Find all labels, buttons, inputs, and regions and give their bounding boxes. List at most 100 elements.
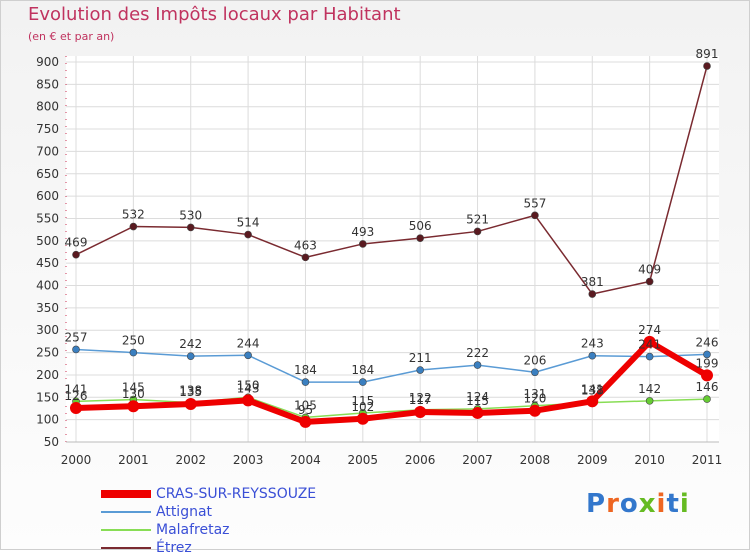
data-label: 117: [409, 393, 432, 407]
logo-letter: o: [619, 489, 639, 519]
data-point: [127, 400, 140, 413]
data-label: 142: [638, 382, 661, 396]
y-tick-label: 750: [36, 122, 59, 136]
logo-letter: P: [586, 489, 607, 519]
data-point: [416, 366, 424, 374]
data-point: [186, 352, 195, 360]
data-label: 146: [696, 380, 719, 394]
data-label: 257: [65, 330, 88, 344]
data-label: 243: [581, 337, 604, 351]
data-label: 530: [179, 208, 202, 222]
data-label: 184: [351, 363, 374, 377]
y-tick-label: 150: [36, 390, 59, 404]
legend-label: Étrez: [156, 540, 192, 556]
data-label: 150: [237, 378, 260, 392]
data-point: [645, 352, 654, 361]
data-label: 135: [179, 385, 202, 399]
logo-letter: t: [666, 489, 680, 519]
data-label: 199: [696, 356, 719, 370]
x-tick-label: 2001: [118, 453, 149, 467]
series-line-0: [75, 338, 709, 425]
data-point: [356, 412, 369, 425]
x-tick-label: 2008: [520, 453, 551, 467]
data-label: 506: [409, 219, 432, 233]
x-tick-label: 2007: [462, 453, 493, 467]
series-line-1: [75, 348, 708, 383]
chart-title: Evolution des Impôts locaux par Habitant: [28, 4, 401, 25]
y-tick-label: 850: [36, 77, 59, 91]
data-label: 184: [294, 363, 317, 377]
data-point: [244, 230, 252, 239]
legend-label: CRAS-SUR-REYSSOUZE: [156, 486, 317, 502]
y-tick-label: 100: [36, 413, 59, 427]
data-point: [416, 234, 424, 242]
data-point: [703, 350, 711, 359]
data-label: 122: [409, 391, 432, 405]
y-tick-label: 300: [36, 323, 59, 337]
data-point: [244, 351, 252, 360]
data-label: 141: [65, 382, 88, 396]
data-point: [301, 378, 310, 386]
data-label: 241: [638, 338, 661, 352]
data-point: [528, 404, 541, 417]
legend-swatch: [101, 511, 151, 513]
data-label: 463: [294, 238, 317, 252]
x-tick-label: 2010: [634, 453, 665, 467]
data-point: [645, 277, 654, 286]
data-label: 532: [122, 208, 145, 222]
y-tick-label: 700: [36, 144, 59, 158]
data-label: 514: [237, 216, 260, 230]
data-label: 274: [638, 323, 661, 337]
data-label: 141: [581, 382, 604, 396]
data-point: [531, 211, 539, 220]
data-label: 143: [237, 381, 260, 395]
data-label: 138: [581, 384, 604, 398]
data-point: [301, 253, 310, 262]
data-point: [473, 361, 482, 369]
logo-letter: x: [638, 489, 657, 519]
data-point: [645, 397, 654, 405]
data-label: 521: [466, 212, 489, 226]
data-point: [586, 395, 599, 408]
data-point: [184, 398, 197, 410]
data-label: 115: [351, 394, 374, 408]
data-label: 120: [523, 392, 546, 406]
data-label: 493: [351, 225, 374, 239]
data-point: [588, 290, 597, 298]
x-tick-label: 2002: [175, 453, 206, 467]
y-tick-label: 400: [36, 279, 59, 293]
x-tick-label: 2005: [348, 453, 379, 467]
data-point: [299, 415, 312, 428]
data-label: 222: [466, 346, 489, 360]
x-tick-label: 2004: [290, 453, 321, 467]
x-tick-label: 2003: [233, 453, 264, 467]
data-point: [70, 402, 82, 415]
y-tick-label: 50: [44, 435, 59, 449]
data-point: [359, 378, 367, 386]
x-tick-label: 2011: [692, 453, 723, 467]
data-label: 469: [65, 236, 88, 250]
data-point: [359, 240, 367, 248]
data-point: [701, 369, 713, 382]
legend-swatch: [101, 547, 151, 549]
data-point: [129, 222, 138, 231]
data-label: 244: [237, 336, 260, 350]
data-label: 95: [298, 403, 313, 417]
y-tick-label: 650: [36, 167, 59, 181]
data-label: 250: [122, 334, 145, 348]
data-point: [242, 394, 255, 407]
logo-letter: i: [679, 489, 690, 519]
data-point: [588, 351, 597, 360]
data-label: 381: [581, 275, 604, 289]
data-point: [129, 348, 138, 357]
data-point: [72, 345, 80, 354]
y-tick-label: 250: [36, 346, 59, 360]
data-label: 145: [122, 381, 145, 395]
y-tick-label: 450: [36, 256, 59, 270]
proxiti-logo: Proxiti: [586, 489, 690, 519]
data-point: [186, 223, 195, 232]
data-point: [703, 62, 711, 70]
series-line-3: [75, 65, 708, 295]
